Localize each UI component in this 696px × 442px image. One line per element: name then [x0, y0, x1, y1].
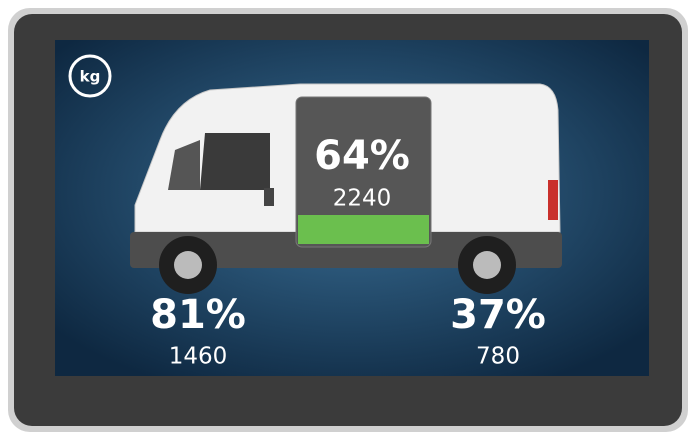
front-weight: 1460	[169, 344, 228, 370]
rear-percent: 37%	[450, 292, 546, 338]
unit-icon	[68, 54, 112, 98]
unit-label: kg	[80, 68, 101, 86]
load-bar	[298, 215, 429, 244]
rear-weight: 780	[476, 344, 520, 370]
total-percent: 64%	[314, 133, 410, 179]
cargo-box	[295, 96, 432, 248]
front-percent: 81%	[150, 292, 246, 338]
total-weight: 2240	[333, 186, 392, 212]
